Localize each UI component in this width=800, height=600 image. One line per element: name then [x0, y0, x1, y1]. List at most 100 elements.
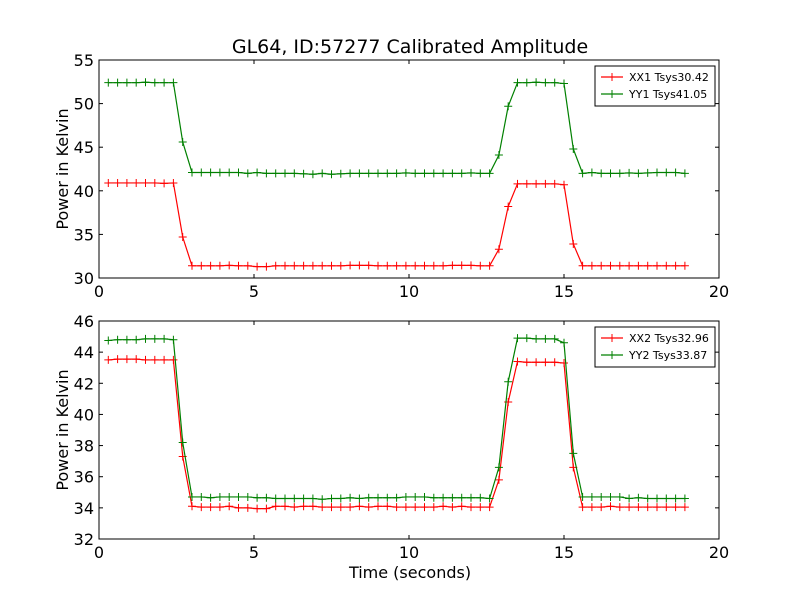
- top-series-2-point: [336, 169, 345, 178]
- top-series-2-point: [113, 78, 122, 87]
- top-series-2-point: [569, 144, 578, 153]
- bottom-x-tick-label: 0: [94, 543, 104, 562]
- bottom-series-2-point: [569, 449, 578, 458]
- bottom-series-2-point: [188, 492, 196, 501]
- bottom-series-1-point: [653, 503, 661, 512]
- top-series-2-point: [485, 169, 494, 178]
- top-series-1-point: [290, 261, 299, 270]
- top-series-2-point: [160, 78, 169, 87]
- top-series-1-point: [513, 179, 522, 188]
- top-series-2-point: [132, 78, 141, 87]
- bottom-series-2-point: [625, 494, 634, 503]
- bottom-series-1-point: [169, 355, 178, 364]
- top-y-tick-label: 55: [74, 51, 94, 70]
- top-series-2-point: [560, 79, 568, 88]
- bottom-series-1-point: [243, 503, 252, 512]
- bottom-series-2-point: [160, 334, 169, 343]
- bottom-series-1-point: [401, 503, 410, 512]
- bottom-series-2-point: [197, 492, 206, 501]
- bottom-series-2-point: [587, 492, 596, 501]
- bottom-series-1-point: [671, 503, 680, 512]
- top-series-1-point: [104, 178, 113, 187]
- top-series-2-point: [439, 169, 448, 178]
- bottom-series-1-point: [197, 503, 206, 512]
- top-series-1-point: [188, 261, 196, 270]
- top-series-2-point: [308, 170, 317, 179]
- bottom-legend-label-1: XX2 Tsys32.96: [629, 332, 709, 345]
- top-series-1-point: [597, 261, 606, 270]
- bottom-series-1-point: [253, 504, 262, 513]
- bottom-series-2-point: [355, 494, 364, 503]
- top-series-1-point: [411, 261, 420, 270]
- bottom-series-1-point: [308, 502, 317, 511]
- bottom-series-2-point: [448, 493, 457, 502]
- top-series-1-point: [522, 179, 531, 188]
- top-y-tick-label: 40: [74, 182, 94, 201]
- bottom-chart: Power in Kelvin Time (seconds) 0 5 10 15 20 3…: [53, 312, 729, 582]
- top-y-tick-label: 30: [74, 269, 94, 288]
- bottom-series-2-point: [374, 493, 382, 502]
- bottom-series-1-point: [560, 359, 568, 368]
- bottom-series-2-point: [597, 492, 606, 501]
- bottom-series-1-point: [271, 502, 280, 511]
- top-y-tick-label: 35: [74, 225, 94, 244]
- top-series-2-point: [206, 168, 215, 177]
- top-series-1-point: [541, 179, 550, 188]
- top-series-1-point: [504, 202, 513, 211]
- bottom-series-2-point: [169, 335, 178, 344]
- top-chart-title: GL64, ID:57277 Calibrated Amplitude: [232, 36, 588, 58]
- bottom-series-2-point: [104, 336, 113, 345]
- bottom-y-tick-label: 46: [74, 312, 94, 331]
- top-series-1-point: [178, 233, 187, 242]
- top-series-1-point: [374, 261, 382, 270]
- bottom-series-1-point: [643, 503, 652, 512]
- bottom-series-2-point: [420, 492, 429, 501]
- top-series-2-point: [197, 168, 206, 177]
- top-series-1-point: [225, 261, 234, 270]
- bottom-x-tick-label: 15: [554, 543, 574, 562]
- bottom-series-2-point: [318, 495, 327, 504]
- bottom-series-1-point: [150, 355, 159, 364]
- top-series-2-point: [253, 168, 262, 177]
- top-x-tick-label: 5: [249, 282, 259, 301]
- top-series-2-point: [262, 169, 271, 178]
- top-series-2-point: [671, 168, 680, 177]
- bottom-series-1-point: [439, 502, 448, 511]
- top-series-2-point: [643, 168, 652, 177]
- bottom-series-2-point: [113, 335, 122, 344]
- top-series-1-point: [439, 261, 448, 270]
- bottom-series-2-point: [141, 334, 150, 343]
- bottom-series-2-point: [122, 335, 131, 344]
- bottom-series-2-point: [401, 492, 410, 501]
- bottom-series-1-point: [522, 358, 531, 367]
- bottom-y-tick-label: 36: [74, 468, 94, 487]
- top-series-2-point: [653, 168, 661, 177]
- top-series-2-point: [122, 78, 131, 87]
- top-series-1-point: [281, 261, 289, 270]
- top-series-1-point: [680, 261, 689, 270]
- bottom-series-2-point: [271, 494, 280, 503]
- bottom-legend-marker-2: [608, 351, 616, 359]
- bottom-series-2-point: [290, 494, 299, 503]
- top-series-2-point: [281, 169, 289, 178]
- bottom-chart-y-axis-label: Power in Kelvin: [53, 369, 72, 490]
- bottom-series-1-point: [615, 503, 624, 512]
- top-series-1-point: [429, 261, 438, 270]
- top-series-2-point: [364, 169, 373, 178]
- top-series-2-point: [169, 78, 178, 87]
- bottom-legend: XX2 Tsys32.96 YY2 Tsys33.87: [594, 326, 716, 368]
- top-series-1-point: [420, 261, 429, 270]
- bottom-series-1-point: [606, 502, 615, 511]
- top-series-1-point: [299, 261, 308, 270]
- top-series-2-point: [476, 169, 485, 178]
- bottom-series-1-point: [225, 502, 234, 511]
- bottom-series-1-point: [411, 503, 420, 512]
- top-series-1-point: [653, 261, 661, 270]
- top-series-1-point: [467, 261, 475, 270]
- bottom-plot-area: 0 5 10 15 20 32 34 36 38 40 42 44 46 XX2 Tsys32.96 YY2…: [74, 312, 730, 562]
- top-series-2-point: [504, 102, 513, 111]
- bottom-series-1-point: [634, 503, 643, 512]
- bottom-series-1-point: [262, 504, 271, 513]
- top-series-2-point: [541, 78, 550, 87]
- top-series-2-point: [299, 169, 308, 178]
